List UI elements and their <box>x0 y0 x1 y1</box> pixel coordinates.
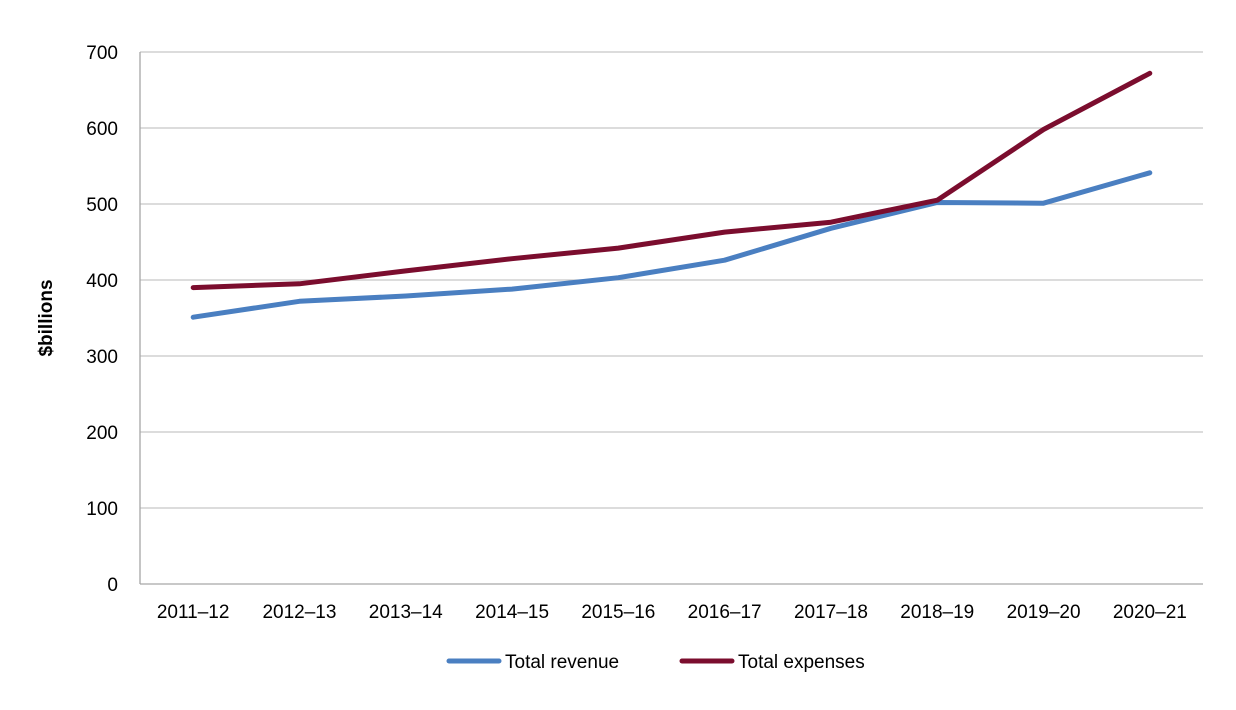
x-tick-label: 2014–15 <box>475 602 549 623</box>
y-tick-label: 700 <box>86 43 118 64</box>
y-tick-label: 200 <box>86 423 118 444</box>
series-line-total-expenses <box>190 70 1153 291</box>
x-tick-label: 2011–12 <box>157 602 230 623</box>
series-lines <box>190 70 1153 320</box>
x-tick-label: 2016–17 <box>688 602 762 623</box>
legend-label: Total revenue <box>505 652 619 673</box>
legend-label: Total expenses <box>738 652 865 673</box>
y-tick-label: 0 <box>107 575 118 596</box>
y-tick-label: 100 <box>86 499 118 520</box>
y-tick-label: 500 <box>86 195 118 216</box>
x-tick-label: 2020–21 <box>1113 602 1187 623</box>
gridlines <box>140 51 1203 509</box>
y-tick-labels: 0 100 200 300 400 500 600 700 <box>86 43 118 596</box>
x-tick-label: 2018–19 <box>900 602 974 623</box>
x-tick-label: 2017–18 <box>794 602 868 623</box>
x-tick-label: 2015–16 <box>581 602 655 623</box>
legend-item: Total expenses <box>679 652 865 673</box>
y-axis-title: $billions <box>36 279 57 356</box>
x-tick-labels: 2011–12 2012–13 2013–14 2014–15 2015–16 2016–… <box>157 602 1187 623</box>
y-tick-label: 600 <box>86 119 118 140</box>
series-line-total-revenue <box>190 170 1153 320</box>
y-tick-label: 300 <box>86 347 118 368</box>
x-tick-label: 2012–13 <box>262 602 336 623</box>
x-tick-label: 2013–14 <box>369 602 443 623</box>
x-tick-label: 2019–20 <box>1007 602 1081 623</box>
y-tick-label: 400 <box>86 271 118 292</box>
legend: Total revenue Total expenses <box>446 652 865 673</box>
legend-item: Total revenue <box>446 652 619 673</box>
axes <box>139 52 1203 585</box>
